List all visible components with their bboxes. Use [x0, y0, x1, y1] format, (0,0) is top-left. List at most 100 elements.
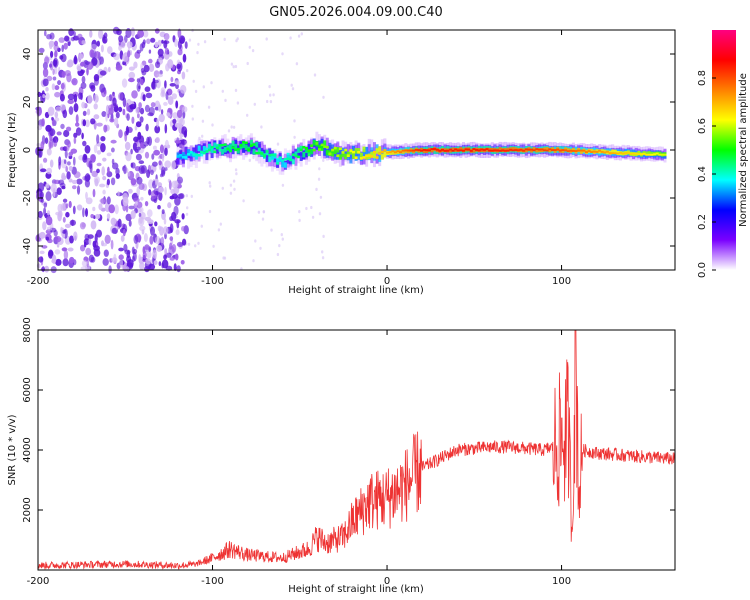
noise-speck [147, 112, 154, 117]
noise-speck [232, 125, 236, 129]
ridge-cell [409, 149, 413, 152]
ridge-cell [598, 149, 602, 152]
ridge-cell [239, 144, 243, 147]
ridge-cell [346, 154, 350, 157]
ridge-cell [189, 151, 193, 154]
spectrogram-x-tick-label: 100 [552, 276, 571, 287]
noise-speck [43, 202, 48, 208]
noise-speck [62, 258, 69, 267]
ridge-cell [236, 148, 240, 154]
noise-speck [169, 242, 173, 250]
colorbar-tick-label: 0.2 [697, 214, 708, 230]
noise-speck [125, 152, 132, 162]
noise-speck [211, 123, 214, 127]
ridge-cell [590, 151, 594, 153]
noise-speck [118, 129, 123, 139]
ridge-cell [276, 158, 280, 164]
noise-speck [152, 145, 157, 150]
noise-speck [223, 37, 226, 42]
noise-speck [53, 187, 56, 198]
ridge-cell [446, 149, 450, 152]
ridge-cell [498, 149, 502, 152]
noise-speck [64, 70, 71, 77]
noise-speck [210, 81, 213, 85]
noise-speck [77, 33, 83, 39]
noise-speck [79, 69, 86, 74]
noise-speck [171, 244, 177, 253]
noise-speck [45, 124, 52, 132]
ridge-cell [490, 149, 494, 152]
noise-speck [150, 81, 157, 90]
noise-speck [177, 176, 183, 184]
noise-speck [84, 145, 91, 154]
noise-speck [87, 94, 93, 104]
noise-speck [140, 196, 144, 201]
noise-speck [212, 244, 215, 248]
noise-speck [160, 236, 165, 246]
noise-speck [126, 113, 130, 121]
noise-speck [93, 245, 100, 252]
ridge-cell [640, 153, 643, 156]
noise-speck [118, 45, 122, 51]
spectral-ridge [176, 131, 667, 175]
ridge-cell [260, 141, 264, 155]
noise-speck [144, 244, 150, 250]
ridge-cell [242, 142, 246, 148]
noise-speck [253, 102, 256, 106]
noise-speck [130, 162, 136, 169]
ridge-cell [189, 150, 193, 157]
noise-speck [84, 179, 90, 188]
ridge-cell [197, 145, 201, 152]
noise-speck [86, 67, 89, 76]
noise-speck [136, 82, 141, 92]
noise-speck [171, 93, 177, 100]
noise-speck [154, 236, 161, 245]
ridge-cell [503, 149, 507, 152]
noise-speck [76, 204, 83, 211]
ridge-cell [362, 156, 366, 159]
ridge-cell [205, 150, 209, 153]
noise-speck [105, 112, 108, 122]
noise-speck [65, 203, 69, 209]
ridge-cell [213, 142, 217, 148]
noise-speck [158, 261, 162, 266]
noise-speck [67, 99, 74, 105]
noise-speck [37, 210, 43, 219]
noise-speck [81, 132, 84, 140]
noise-speck [154, 125, 161, 134]
ridge-cell [430, 148, 434, 153]
noise-speck [129, 128, 133, 133]
ridge-cell [527, 148, 531, 151]
ridge-cell [569, 149, 573, 152]
noise-speck [68, 151, 74, 156]
ridge-cell [417, 149, 421, 151]
ridge-cell [556, 148, 560, 151]
ridge-cell [396, 150, 400, 153]
noise-speck [62, 233, 66, 239]
noise-speck [112, 97, 117, 107]
noise-speck [96, 150, 102, 155]
noise-speck [197, 241, 200, 245]
ridge-cell [545, 147, 549, 152]
noise-speck [182, 106, 188, 113]
noise-speck [51, 254, 57, 264]
spectrogram-y-ticks: -40 -20 0 20 40 [22, 48, 675, 254]
noise-speck [269, 93, 272, 97]
noise-speck [127, 50, 131, 58]
noise-speck [81, 260, 88, 267]
noise-speck [130, 27, 135, 37]
colorbar-gradient [712, 30, 736, 270]
noise-speck [161, 152, 165, 162]
ridge-cell [616, 152, 620, 155]
ridge-cell [642, 152, 646, 155]
noise-speck [315, 187, 318, 191]
noise-speck [155, 61, 161, 69]
ridge-cell [249, 145, 253, 155]
ridge-cell [564, 149, 568, 152]
noise-speck [144, 151, 150, 159]
ridge-cell [270, 153, 274, 157]
ridge-cell [205, 140, 209, 154]
noise-speck [68, 178, 73, 183]
snr-panel: -200 -100 0 100 2000 4000 6000 8000 Height of … [7, 317, 676, 595]
